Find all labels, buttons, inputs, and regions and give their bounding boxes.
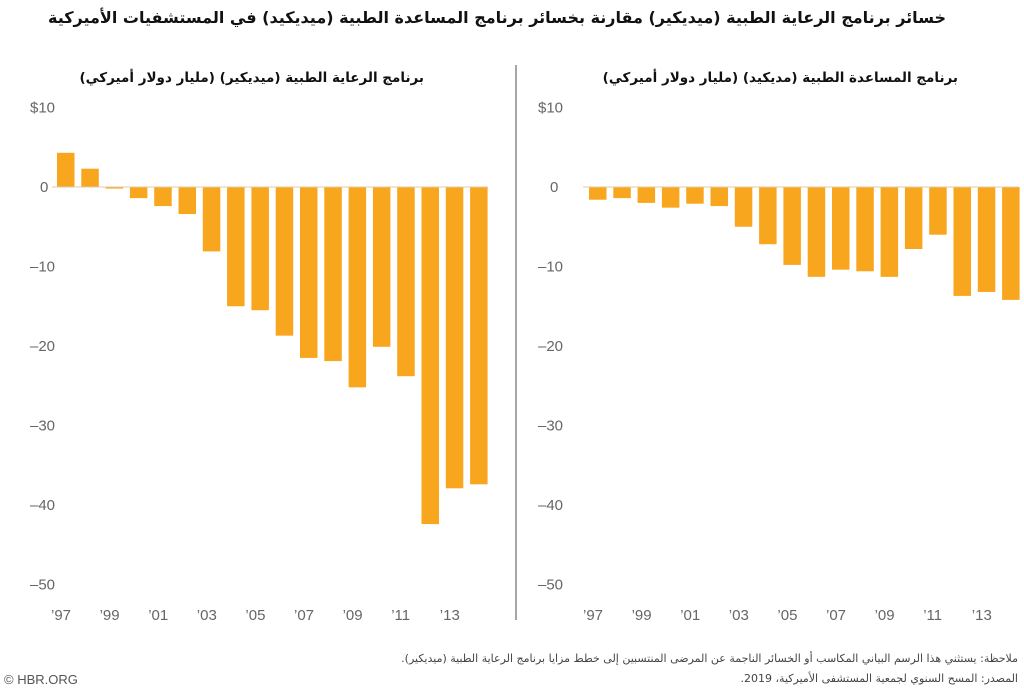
- y-tick-label: –50: [538, 577, 563, 594]
- x-tick-label: ’05: [777, 607, 797, 624]
- y-tick-label: –40: [538, 497, 563, 514]
- source: المصدر: المسح السنوي لجمعية المستشفى الأ…: [740, 672, 1019, 685]
- bar-2012: [421, 187, 439, 525]
- bar-2001: [154, 187, 172, 207]
- y-tick-label: –40: [30, 497, 55, 514]
- y-tick-label: 0: [550, 179, 558, 196]
- bar-2003: [734, 187, 753, 227]
- bar-2001: [686, 187, 704, 204]
- bar-2014: [470, 187, 488, 485]
- x-tick-label: ’09: [875, 607, 895, 624]
- bar-2005: [251, 187, 269, 311]
- bar-2013: [977, 187, 996, 292]
- bar-2009: [880, 187, 899, 277]
- bar-2004: [759, 187, 777, 245]
- medicare-subtitle: برنامج الرعاية الطبية (ميديكير) (مليار د…: [79, 70, 424, 86]
- bar-2011: [929, 187, 947, 235]
- x-tick-label: ’97: [583, 607, 603, 624]
- hbr-logo: © HBR.ORG: [4, 672, 78, 687]
- bar-2012: [953, 187, 971, 296]
- medicaid-subtitle: برنامج المساعدة الطبية (مديكيد) (مليار د…: [602, 70, 958, 86]
- bar-1997: [57, 152, 75, 187]
- x-tick-label: ’01: [680, 607, 700, 624]
- x-tick-label: ’05: [245, 607, 265, 624]
- y-tick-label: $10: [30, 100, 55, 117]
- bar-2005: [783, 187, 801, 265]
- y-tick-label: –10: [538, 259, 563, 276]
- bar-2000: [129, 187, 148, 199]
- x-tick-label: ’99: [632, 607, 652, 624]
- x-tick-label: ’07: [826, 607, 846, 624]
- y-tick-label: –30: [538, 418, 563, 435]
- x-tick-label: ’11: [391, 607, 410, 624]
- bar-2002: [178, 187, 196, 215]
- bar-2010: [904, 187, 923, 250]
- bar-1997: [589, 187, 607, 200]
- y-tick-label: $10: [538, 100, 563, 117]
- y-tick-label: –50: [30, 577, 55, 594]
- bar-1998: [613, 187, 631, 199]
- bar-2008: [856, 187, 874, 272]
- bar-2007: [300, 187, 318, 358]
- note: ملاحظة: يستثني هذا الرسم البياني المكاسب…: [401, 652, 1018, 665]
- x-tick-label: ’99: [100, 607, 120, 624]
- bar-2000: [661, 187, 680, 208]
- bar-2010: [372, 187, 391, 347]
- bar-2013: [445, 187, 464, 489]
- x-tick-label: ’03: [197, 607, 217, 624]
- bar-2007: [832, 187, 850, 270]
- x-tick-label: ’11: [923, 607, 942, 624]
- bar-1999: [105, 187, 124, 189]
- y-tick-label: –20: [30, 338, 55, 355]
- bar-2006: [807, 187, 826, 277]
- chart-title: خسائر برنامج الرعاية الطبية (ميديكير) مق…: [48, 8, 946, 27]
- x-tick-label: ’01: [148, 607, 168, 624]
- bar-2008: [324, 187, 342, 362]
- bar-2014: [1002, 187, 1020, 300]
- bar-2002: [710, 187, 728, 207]
- bar-2003: [202, 187, 221, 252]
- bar-2004: [227, 187, 245, 307]
- y-tick-label: –10: [30, 259, 55, 276]
- bar-2006: [275, 187, 294, 336]
- y-tick-label: –30: [30, 418, 55, 435]
- bar-2011: [397, 187, 415, 377]
- y-tick-label: –20: [538, 338, 563, 355]
- x-tick-label: ’09: [343, 607, 363, 624]
- x-tick-label: ’07: [294, 607, 314, 624]
- x-tick-label: ’13: [440, 607, 460, 624]
- x-tick-label: ’03: [729, 607, 749, 624]
- bar-2009: [348, 187, 367, 388]
- x-tick-label: ’97: [51, 607, 71, 624]
- bar-1998: [81, 168, 99, 187]
- x-tick-label: ’13: [972, 607, 992, 624]
- bar-1999: [637, 187, 656, 203]
- y-tick-label: 0: [40, 179, 48, 196]
